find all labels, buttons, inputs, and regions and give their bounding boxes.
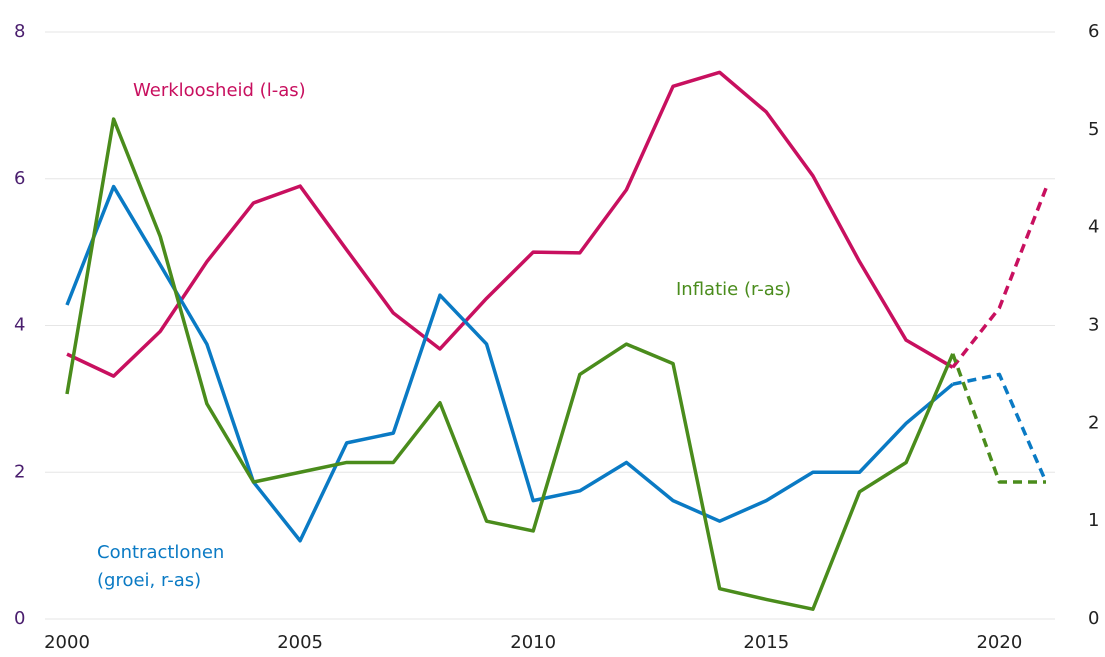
x-tick-label: 2020 [976,632,1022,653]
x-tick-label: 2005 [277,632,323,653]
series-label-line: Contractlonen [97,542,224,563]
y2-tick-label: 2 [1088,412,1099,433]
y2-tick-label: 6 [1088,21,1099,42]
y-tick-label: 6 [14,168,25,189]
series-line [65,117,955,611]
y-tick-label: 8 [14,21,25,42]
series-line-forecast [951,353,1046,484]
y-tick-label: 4 [14,315,25,336]
series-line-forecast [951,187,1048,369]
y2-tick-label: 0 [1088,608,1099,629]
y2-tick-label: 1 [1088,510,1099,531]
series-label: Inflatie (r-as) [676,279,791,300]
y2-tick-label: 3 [1088,315,1099,336]
y2-tick-label: 4 [1088,217,1099,238]
series-label: Werkloosheid (l-as) [133,80,306,101]
series-label-line: (groei, r-as) [97,570,201,591]
y-tick-label: 0 [14,608,25,629]
x-tick-label: 2010 [510,632,556,653]
x-tick-label: 2000 [44,632,90,653]
series-label-line: Inflatie (r-as) [676,279,791,300]
series-line-forecast [952,372,1048,483]
series-line [65,184,954,543]
y2-tick-label: 5 [1088,119,1099,140]
series-label-line: Werkloosheid (l-as) [133,80,306,101]
series-line [66,70,954,378]
y-tick-label: 2 [14,461,25,482]
x-tick-label: 2015 [743,632,789,653]
series-label: Contractlonen (groei, r-as) [97,542,224,591]
